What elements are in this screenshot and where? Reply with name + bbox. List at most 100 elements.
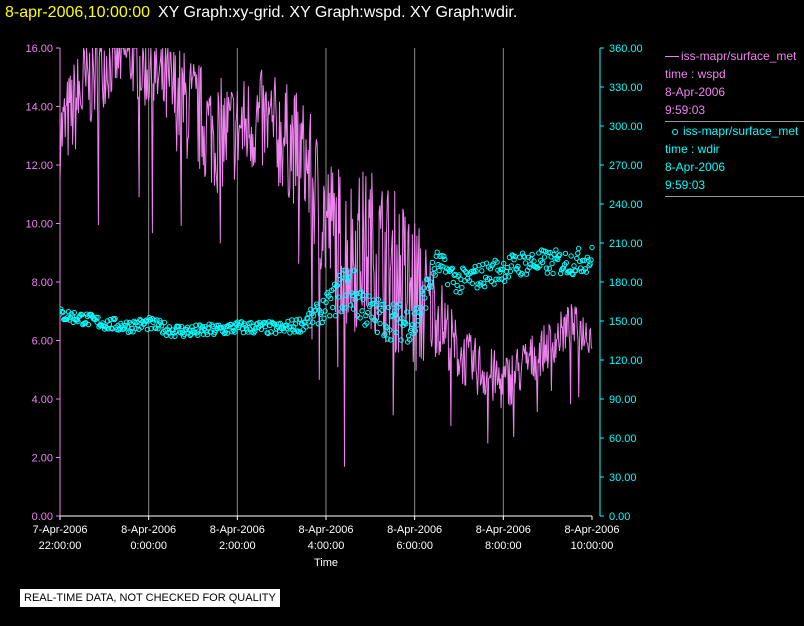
wdir-point: [568, 253, 574, 259]
wdir-point: [396, 301, 402, 307]
wdir-point: [154, 317, 160, 323]
wdir-point: [571, 263, 577, 269]
right-axis-tick-label: 0.00: [609, 511, 630, 523]
wdir-point: [431, 266, 437, 272]
wdir-point: [250, 323, 256, 330]
x-axis-label: Time: [314, 557, 338, 569]
wdir-point: [582, 266, 588, 272]
wdir-point: [170, 327, 176, 333]
wdir-point: [238, 319, 245, 325]
wdir-point: [289, 317, 295, 323]
wdir-point: [202, 323, 209, 330]
left-axis-tick-label: 0.00: [32, 511, 53, 523]
wdir-point: [294, 328, 301, 334]
wdir-point: [507, 268, 513, 275]
legend-date: 8-Apr-2006: [665, 160, 726, 174]
wdir-point: [543, 265, 550, 271]
wdir-point: [436, 267, 442, 274]
wdir-point: [584, 254, 590, 260]
wdir-point: [508, 263, 514, 269]
wdir-point: [434, 249, 440, 255]
wdir-point: [205, 325, 211, 331]
wdir-point: [522, 260, 529, 266]
x-axis-tick-label: 8-Apr-2006: [476, 524, 531, 536]
x-axis-tick-label: 6:00:00: [396, 540, 433, 552]
wdir-point: [531, 258, 537, 264]
wdir-point: [252, 328, 258, 334]
wdir-point: [305, 315, 311, 322]
wdir-point: [581, 257, 588, 264]
wdir-point: [281, 328, 287, 334]
wdir-point: [342, 305, 348, 311]
wdir-point: [456, 272, 462, 278]
wdir-point: [553, 247, 559, 253]
wdir-point: [493, 276, 499, 282]
wdir-point: [75, 318, 81, 325]
wdir-point: [488, 278, 494, 285]
x-axis-tick-label: 10:00:00: [571, 540, 614, 552]
right-axis-tick-label: 150.00: [609, 316, 643, 328]
wdir-point: [473, 268, 479, 274]
wdir-point: [111, 316, 117, 323]
wdir-point: [576, 245, 582, 252]
wdir-point: [150, 319, 156, 326]
wdir-point: [196, 328, 202, 334]
wdir-point: [432, 272, 438, 278]
quality-notice: REAL-TIME DATA, NOT CHECKED FOR QUALITY: [20, 589, 280, 607]
wdir-point: [435, 261, 441, 268]
wdir-point: [295, 329, 302, 335]
wdir-point: [134, 319, 140, 326]
wdir-point: [424, 276, 431, 282]
header-title: XY Graph:xy-grid. XY Graph:wspd. XY Grap…: [158, 4, 518, 21]
wdir-point: [539, 259, 546, 265]
wdir-point: [374, 329, 380, 335]
wdir-point: [501, 260, 507, 267]
wdir-point: [379, 307, 385, 313]
wdir-point: [220, 324, 227, 330]
wdir-point: [176, 323, 182, 330]
wdir-point: [390, 301, 397, 307]
right-axis-tick-label: 60.00: [609, 433, 637, 445]
wdir-point: [334, 282, 341, 289]
wdir-point: [406, 337, 413, 343]
x-axis-tick-label: 8-Apr-2006: [298, 524, 353, 536]
wdir-point: [364, 320, 370, 326]
wdir-point: [319, 319, 325, 326]
wdir-point: [178, 323, 185, 330]
x-axis-tick-label: 8-Apr-2006: [564, 524, 619, 536]
wdir-point: [395, 304, 401, 310]
wdir-point: [574, 255, 580, 262]
legend-date: 8-Apr-2006: [665, 85, 726, 99]
left-axis-tick-label: 2.00: [32, 453, 53, 465]
x-axis-tick-label: 4:00:00: [308, 540, 345, 552]
wdir-point: [341, 267, 347, 273]
wdir-point: [502, 273, 509, 280]
legend-variable: time : wdir: [665, 142, 720, 156]
wdir-point: [408, 325, 415, 331]
wdir-point: [328, 295, 334, 302]
legend-time: 9:59:03: [665, 103, 706, 117]
wdir-point: [345, 278, 351, 284]
x-axis-tick-label: 8:00:00: [485, 540, 522, 552]
wdir-point: [166, 324, 173, 330]
wdir-point: [310, 319, 316, 325]
wdir-point: [121, 325, 128, 331]
wdir-point: [450, 279, 456, 286]
right-axis-tick-label: 240.00: [609, 199, 643, 211]
wdir-point: [365, 309, 371, 316]
wdir-point: [323, 299, 329, 306]
wdir-point: [515, 263, 521, 270]
wdir-point: [100, 320, 106, 326]
wdir-point: [417, 304, 423, 310]
wdir-point: [352, 297, 359, 303]
wdir-point: [112, 315, 118, 322]
wdir-point: [423, 305, 429, 311]
wdir-point: [385, 336, 391, 342]
wdir-point: [481, 280, 487, 286]
wdir-point: [221, 330, 228, 336]
wdir-point: [549, 260, 555, 267]
legend-divider: [665, 121, 804, 122]
wdir-point: [359, 308, 365, 314]
wdir-point: [505, 274, 512, 280]
wdir-point: [500, 266, 506, 272]
